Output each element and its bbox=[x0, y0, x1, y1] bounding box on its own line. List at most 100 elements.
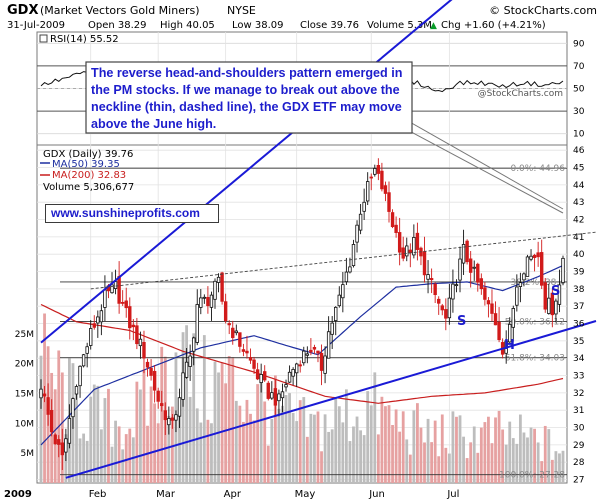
volume-bar bbox=[156, 423, 160, 483]
volume-bar bbox=[302, 397, 306, 483]
volume-bar bbox=[309, 413, 313, 483]
volume-bar bbox=[39, 355, 43, 483]
chart-date: 31-Jul-2009 bbox=[7, 20, 65, 31]
volume-tick-label: 15M bbox=[15, 390, 34, 400]
volume-bar bbox=[202, 335, 206, 483]
volume-bar bbox=[259, 379, 263, 483]
volume-tick-label: 5M bbox=[21, 449, 35, 459]
volume-bar bbox=[554, 451, 558, 483]
change-value: Chg +1.60 (+4.21%) bbox=[441, 20, 546, 31]
volume-bar bbox=[458, 415, 462, 483]
candle-body bbox=[57, 439, 61, 445]
candle-body bbox=[206, 297, 210, 307]
x-axis-label: May bbox=[295, 489, 316, 500]
rsi-watermark: @StockCharts.com bbox=[478, 89, 563, 99]
volume-bar bbox=[352, 426, 355, 483]
x-axis-label: Feb bbox=[89, 489, 107, 500]
candle-body bbox=[81, 354, 86, 367]
chart-exchange: NYSE bbox=[227, 4, 256, 17]
volume-bar bbox=[114, 420, 117, 483]
volume-bar bbox=[78, 438, 82, 483]
volume-bar bbox=[284, 395, 288, 483]
price-tick-label: 42 bbox=[573, 216, 584, 226]
volume-bar bbox=[291, 412, 295, 483]
candle-body bbox=[298, 364, 302, 367]
upper-trendline bbox=[40, 0, 453, 344]
volume-bar bbox=[359, 430, 362, 483]
candle-body bbox=[280, 391, 285, 399]
volume-bar bbox=[344, 389, 348, 483]
candle-body bbox=[145, 361, 150, 368]
fibonacci-label: 100.0%: 27.28 bbox=[499, 471, 565, 481]
volume-bar bbox=[504, 444, 508, 483]
candle-body bbox=[483, 287, 487, 300]
trend-lines bbox=[40, 0, 597, 479]
candle-body bbox=[167, 418, 171, 426]
volume-bar bbox=[185, 325, 188, 483]
volume-bar bbox=[195, 408, 199, 483]
price-tick-label: 38 bbox=[573, 285, 585, 295]
volume-bar bbox=[121, 449, 125, 483]
candle-body bbox=[476, 263, 480, 283]
candle-body bbox=[518, 282, 523, 287]
volume-bar bbox=[391, 425, 394, 483]
candle-body bbox=[46, 397, 50, 415]
volume-bar bbox=[206, 419, 210, 483]
ma200-line bbox=[40, 303, 564, 404]
legend-ma200: MA(200) 32.83 bbox=[52, 170, 126, 181]
candle-body bbox=[355, 224, 359, 243]
candle-body bbox=[547, 297, 551, 314]
volume-bar bbox=[273, 375, 277, 483]
price-tick-label: 40 bbox=[573, 250, 585, 260]
volume-bar bbox=[366, 391, 370, 483]
volume-bar bbox=[117, 426, 121, 483]
candle-body bbox=[561, 257, 565, 283]
volume-bar bbox=[128, 428, 132, 483]
volume-bar bbox=[103, 398, 107, 483]
volume-bar bbox=[92, 384, 96, 483]
volume-bar bbox=[313, 414, 316, 483]
candle-body bbox=[479, 278, 484, 290]
volume-bar bbox=[96, 385, 100, 483]
website-link[interactable]: www.sunshineprofits.com bbox=[45, 204, 219, 223]
callout-pointer-lower bbox=[399, 125, 564, 214]
legend-volume: Volume 5,306,677 bbox=[43, 182, 134, 193]
candle-body bbox=[468, 258, 473, 273]
candle-body bbox=[554, 300, 558, 315]
callout-pointer-upper bbox=[407, 120, 564, 210]
volume-bar bbox=[160, 346, 164, 483]
candle-body bbox=[156, 390, 160, 402]
x-axis-label: Mar bbox=[156, 489, 176, 500]
volume-bar bbox=[455, 416, 458, 483]
candle-body bbox=[216, 276, 221, 283]
volume-bar bbox=[515, 443, 519, 483]
volume-bar bbox=[405, 439, 409, 483]
volume-bar bbox=[231, 357, 235, 483]
volume-bar bbox=[462, 436, 465, 483]
volume-bar bbox=[479, 427, 483, 483]
volume-bar bbox=[199, 422, 203, 483]
candle-body bbox=[373, 168, 377, 175]
candle-body bbox=[394, 224, 398, 233]
candle-body bbox=[85, 346, 89, 354]
price-tick-label: 44 bbox=[573, 181, 585, 191]
candle-body bbox=[135, 325, 139, 345]
volume-bar bbox=[224, 383, 228, 483]
price-tick-label: 27 bbox=[573, 476, 584, 486]
price-tick-label: 29 bbox=[573, 441, 585, 451]
candle-body bbox=[465, 240, 469, 263]
price-tick-labels: 27 28 29 30 31 32 33 34 35 36 37 38 39 40 41 42 43 44 45 46 bbox=[573, 146, 585, 485]
candle-body bbox=[273, 388, 278, 406]
candle-body bbox=[490, 303, 494, 314]
candle-body bbox=[365, 181, 370, 202]
volume-bar bbox=[57, 350, 61, 483]
volume-tick-labels: 25M 20M 15M 10M 5M bbox=[15, 330, 34, 459]
volume-bar bbox=[447, 453, 451, 483]
candle-body bbox=[177, 397, 182, 417]
volume-bar bbox=[483, 422, 487, 483]
volume-bar bbox=[181, 332, 185, 483]
price-tick-label: 28 bbox=[573, 458, 585, 468]
volume-value: Volume 5.3M bbox=[367, 20, 432, 31]
candle-body bbox=[415, 232, 420, 250]
